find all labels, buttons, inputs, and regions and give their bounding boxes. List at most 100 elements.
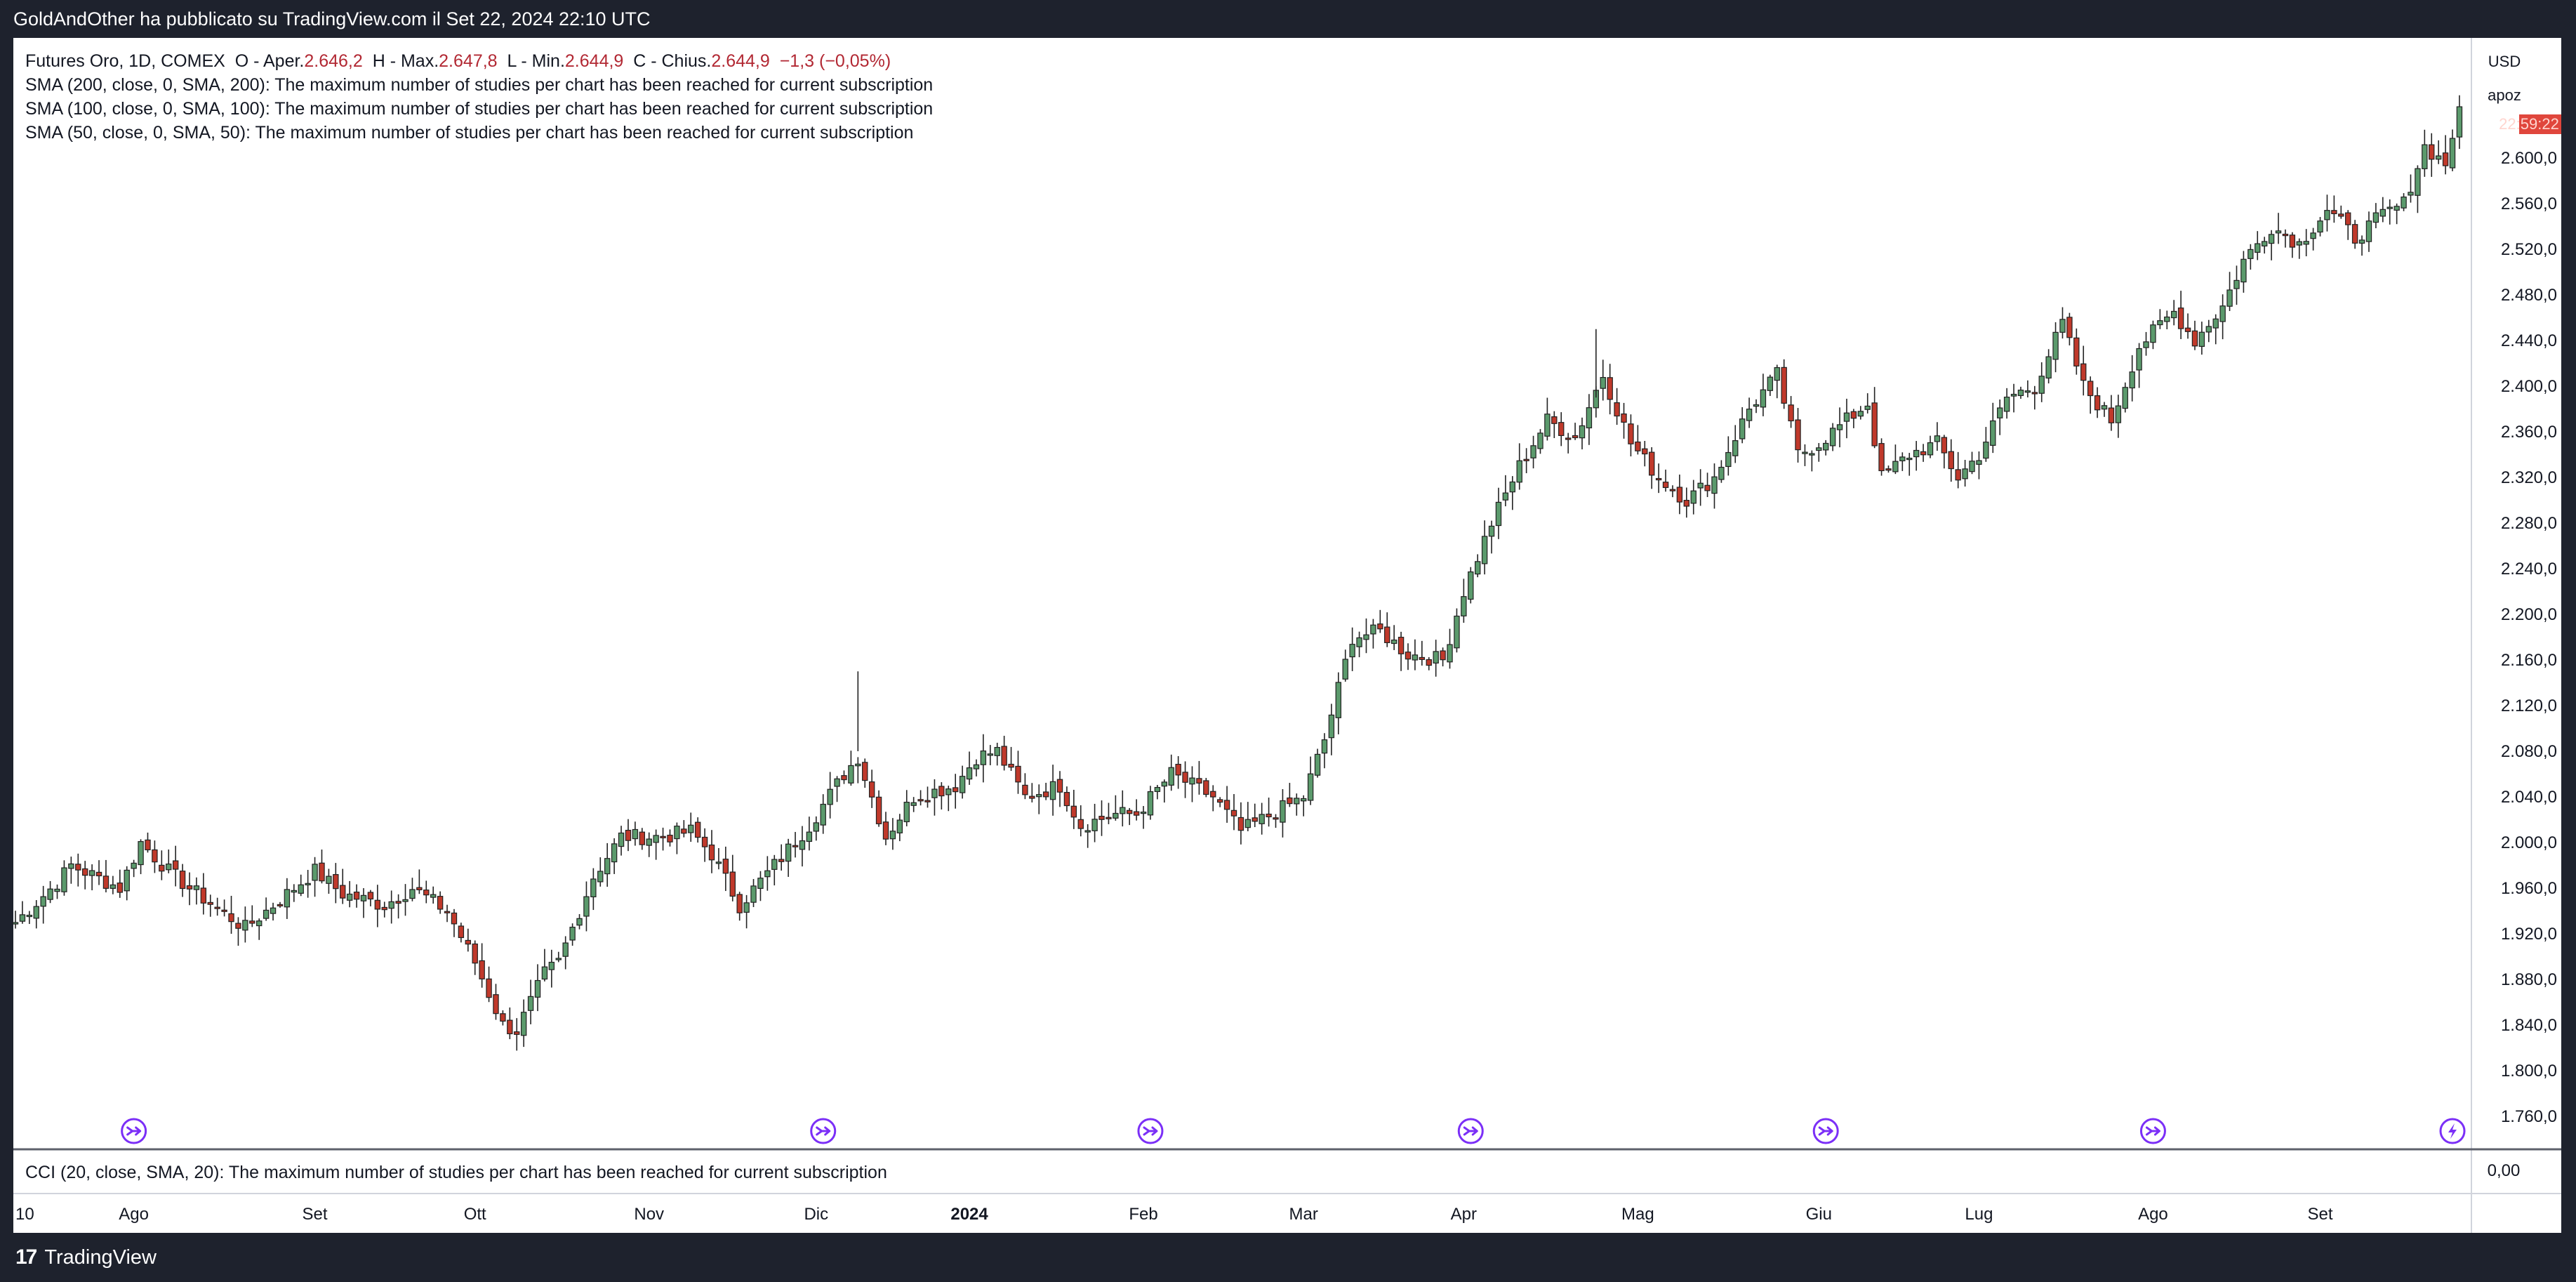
candle-body <box>2289 234 2296 248</box>
candle-body <box>124 869 130 892</box>
price-tick-label: 2.480,0 <box>2501 286 2557 305</box>
footer-bar: 17 TradingView <box>0 1233 2576 1282</box>
candle <box>2386 199 2393 225</box>
candle <box>152 840 158 873</box>
flash-event-icon[interactable] <box>2439 1118 2466 1144</box>
publish-line: GoldAndOther ha pubblicato su TradingVie… <box>13 8 651 29</box>
candle <box>1015 751 1021 794</box>
candle-body <box>2073 337 2080 366</box>
publish-header: GoldAndOther ha pubblicato su TradingVie… <box>0 0 2576 38</box>
candle-body <box>1259 814 1265 824</box>
candle-body <box>207 901 213 905</box>
split-event-icon[interactable] <box>121 1118 147 1144</box>
candle-body <box>2310 232 2316 239</box>
candle-body <box>1523 458 1529 461</box>
candle-body <box>479 960 485 979</box>
candle-body <box>2435 155 2442 160</box>
candle <box>437 891 444 914</box>
split-event-icon[interactable] <box>1457 1118 1484 1144</box>
candle-body <box>312 864 318 881</box>
study-sma-50[interactable]: SMA (50, close, 0, SMA, 50): The maximum… <box>25 123 914 143</box>
candle-body <box>242 920 248 931</box>
candle <box>1662 469 1669 492</box>
candle <box>1934 422 1941 451</box>
candle <box>896 814 903 842</box>
candle <box>88 864 95 891</box>
candle-body <box>284 889 291 908</box>
candle-body <box>1098 815 1105 820</box>
candle-body <box>1390 640 1397 645</box>
split-event-icon[interactable] <box>1812 1118 1839 1144</box>
candle <box>924 786 931 808</box>
candle-body <box>1321 739 1328 754</box>
candle-body <box>764 870 771 878</box>
symbol-row[interactable]: Futures Oro, 1D, COMEX O - Aper.2.646,2 … <box>25 49 933 73</box>
split-event-icon[interactable] <box>1137 1118 1164 1144</box>
split-event-icon[interactable] <box>2139 1118 2166 1144</box>
candle-body <box>333 874 339 890</box>
candle <box>1843 398 1850 439</box>
candle-body <box>1203 780 1209 795</box>
candle <box>346 880 353 908</box>
candle-body <box>1537 432 1543 449</box>
candle <box>75 853 81 887</box>
candle-body <box>1843 412 1850 422</box>
candle <box>715 847 722 870</box>
candle <box>1600 359 1606 401</box>
candle <box>1001 736 1007 771</box>
open-value: 2.646,2 <box>304 51 363 71</box>
candle-body <box>1913 449 1920 458</box>
candle <box>1579 417 1586 450</box>
price-tick-label: 2.280,0 <box>2501 514 2557 533</box>
candle-body <box>1356 637 1362 647</box>
candle-body <box>159 864 165 872</box>
candle-body <box>2038 376 2045 394</box>
split-event-icon[interactable] <box>810 1118 837 1144</box>
cci-study-label[interactable]: CCI (20, close, SMA, 20): The maximum nu… <box>25 1163 887 1182</box>
candle-body <box>493 994 499 1015</box>
candle <box>1509 476 1515 510</box>
candle <box>1216 797 1223 807</box>
candle-body <box>1475 561 1481 575</box>
candle-body <box>1133 811 1140 816</box>
candle-body <box>75 864 81 871</box>
study-sma-200[interactable]: SMA (200, close, 0, SMA, 200): The maxim… <box>25 75 934 95</box>
candle-body <box>33 906 39 919</box>
candle <box>1906 453 1913 476</box>
candle-body <box>172 860 179 870</box>
candle-body <box>1753 404 1760 407</box>
candle-body <box>2198 331 2205 347</box>
candle <box>1816 443 1822 462</box>
candle-body <box>1732 440 1739 456</box>
chart-legend: Futures Oro, 1D, COMEX O - Aper.2.646,2 … <box>25 49 933 145</box>
candle-body <box>1287 797 1293 805</box>
candle <box>1454 608 1460 653</box>
candle-body <box>994 746 1000 756</box>
candle-body <box>1760 389 1767 408</box>
candle <box>868 769 875 808</box>
candle <box>959 765 966 799</box>
candle-body <box>903 802 910 823</box>
chart-frame[interactable] <box>13 38 2561 1233</box>
study-sma-100[interactable]: SMA (100, close, 0, SMA, 100): The maxim… <box>25 99 934 119</box>
candle <box>548 949 555 988</box>
candle-body <box>430 894 437 898</box>
candle-body <box>1572 435 1579 439</box>
tradingview-brand[interactable]: 17 TradingView <box>15 1244 157 1271</box>
candle-body <box>1676 487 1683 503</box>
candle <box>889 818 896 850</box>
candle <box>806 817 813 851</box>
candle <box>688 812 694 842</box>
candle-body <box>1579 425 1586 439</box>
candle <box>54 884 60 899</box>
candle-body <box>674 826 680 840</box>
candle <box>862 758 868 788</box>
candle-body <box>40 896 46 907</box>
candle-body <box>1084 830 1091 833</box>
candle-body <box>2164 316 2170 322</box>
candle <box>2101 402 2108 417</box>
candle-body <box>1063 792 1070 807</box>
candle-body <box>660 835 666 838</box>
candle-body <box>102 875 109 889</box>
